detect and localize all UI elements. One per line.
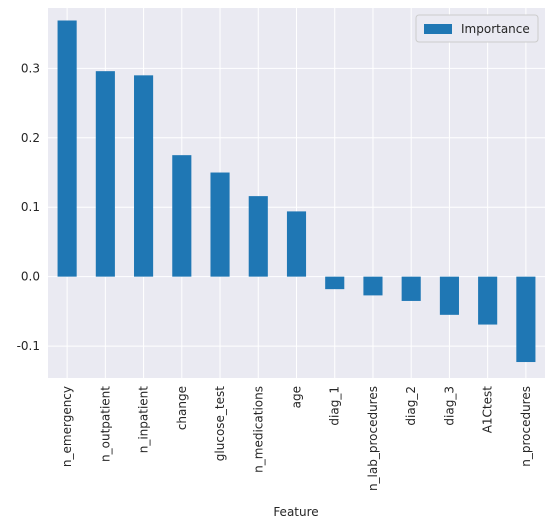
x-axis-title: Feature xyxy=(273,505,318,519)
bar-diag_2 xyxy=(401,276,421,301)
x-tick-label: glucose_test xyxy=(213,386,227,461)
y-tick-label: 0.0 xyxy=(21,270,40,284)
bar-n_inpatient xyxy=(134,75,154,277)
bar-n_medications xyxy=(248,196,268,277)
y-tick-label: 0.2 xyxy=(21,131,40,145)
x-tick-label: A1Ctest xyxy=(481,386,495,434)
x-tick-label: n_outpatient xyxy=(98,386,112,462)
bar-age xyxy=(286,211,307,277)
x-tick-label: diag_1 xyxy=(328,386,342,426)
bar-n_lab_procedures xyxy=(363,276,383,296)
x-tick-label: n_medications xyxy=(251,386,265,473)
x-tick-label: change xyxy=(175,386,189,430)
y-axis-ticks: -0.1 0.0 0.1 0.2 0.3 xyxy=(17,61,40,353)
bar-diag_3 xyxy=(439,276,459,315)
y-tick-label: 0.1 xyxy=(21,200,40,214)
legend-label: Importance xyxy=(461,22,530,36)
bar-n_procedures xyxy=(516,276,536,363)
legend-box xyxy=(415,14,539,43)
y-tick-label: -0.1 xyxy=(17,339,40,353)
legend-swatch xyxy=(424,24,452,34)
x-tick-label: n_inpatient xyxy=(137,386,151,454)
x-tick-label: n_procedures xyxy=(519,386,533,467)
x-axis-ticks: n_emergency n_outpatient n_inpatient change… xyxy=(60,386,533,491)
y-tick-label: 0.3 xyxy=(21,61,40,75)
x-tick-label: n_lab_procedures xyxy=(366,386,380,491)
bars xyxy=(57,20,536,363)
x-tick-label: age xyxy=(290,386,304,408)
x-tick-label: diag_3 xyxy=(442,386,456,426)
bar-glucose_test xyxy=(210,172,230,277)
x-tick-label: n_emergency xyxy=(60,386,74,467)
bar-A1Ctest xyxy=(478,276,498,325)
x-tick-label: diag_2 xyxy=(404,386,418,426)
bar-n_outpatient xyxy=(95,71,115,277)
bar-n_emergency xyxy=(57,20,77,277)
bar-diag_1 xyxy=(325,276,345,290)
bar-change xyxy=(172,155,192,277)
legend: Importance xyxy=(415,14,539,43)
